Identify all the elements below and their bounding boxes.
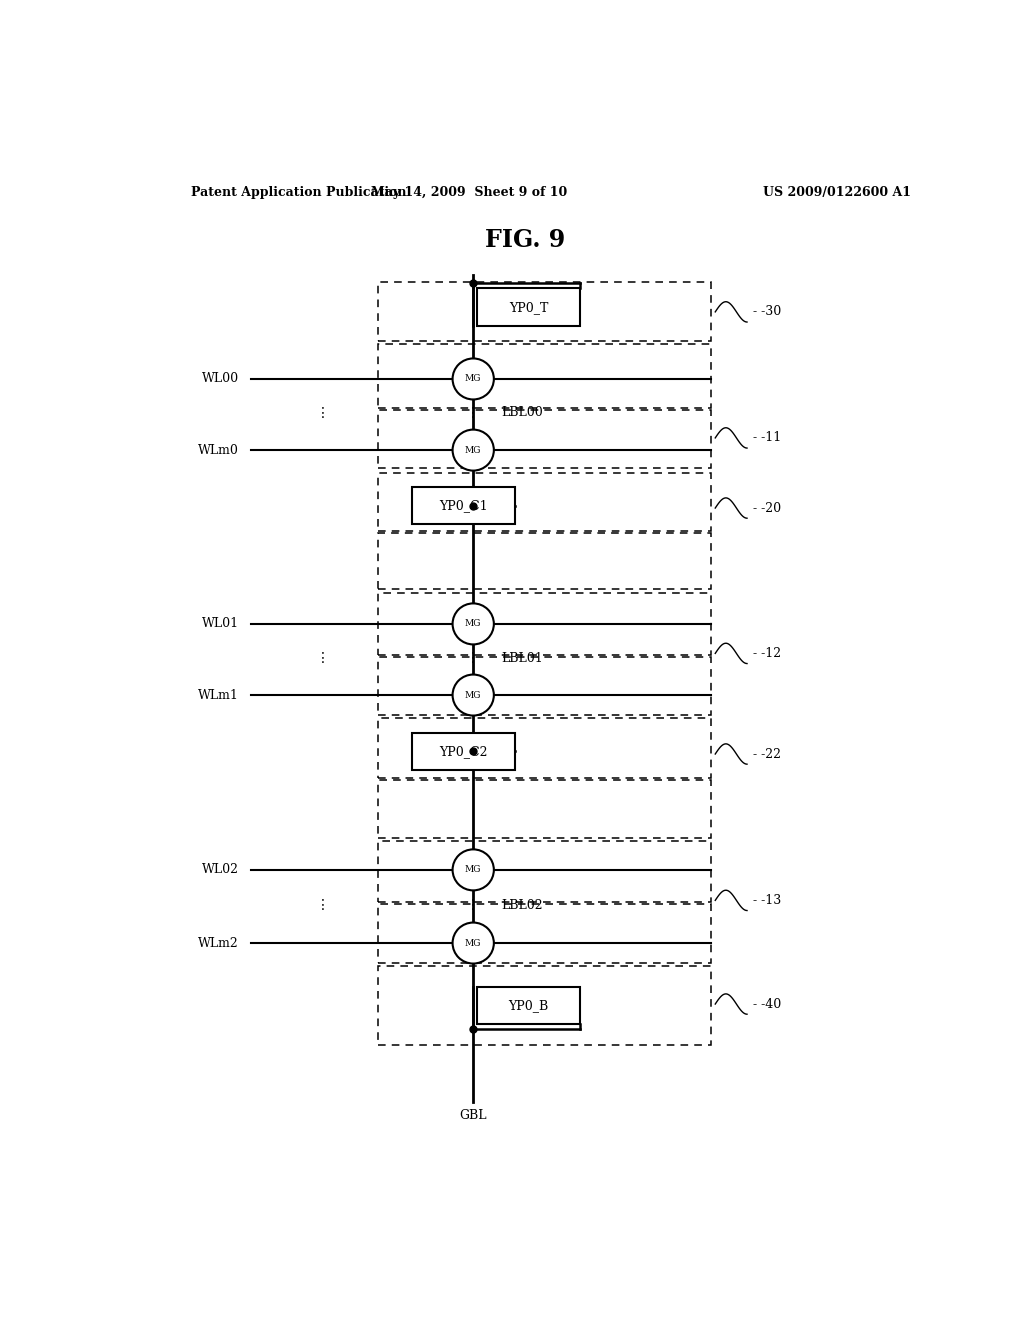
Ellipse shape [453, 849, 494, 891]
Text: ⋮: ⋮ [315, 652, 330, 665]
Text: MG: MG [465, 619, 481, 628]
Bar [378, 533, 712, 589]
Text: MG: MG [465, 446, 481, 454]
Bar [378, 657, 712, 715]
Text: - -12: - -12 [754, 647, 781, 660]
Text: WL02: WL02 [202, 863, 240, 876]
Text: YP0_C2: YP0_C2 [439, 744, 488, 758]
Ellipse shape [453, 429, 494, 471]
Text: YP0_B: YP0_B [509, 999, 549, 1012]
Bar [412, 487, 515, 524]
Text: ⋮: ⋮ [466, 652, 480, 665]
Text: YP0_C1: YP0_C1 [439, 499, 488, 512]
Text: US 2009/0122600 A1: US 2009/0122600 A1 [763, 186, 911, 199]
Bar [378, 718, 712, 779]
Text: - -20: - -20 [754, 502, 781, 515]
Bar [378, 594, 712, 656]
Text: MG: MG [465, 375, 481, 383]
Ellipse shape [453, 359, 494, 400]
Text: ⋮: ⋮ [466, 405, 480, 420]
Text: - -30: - -30 [754, 305, 781, 318]
Text: YP0_T: YP0_T [509, 301, 549, 314]
Bar [378, 474, 712, 532]
Text: LBL01: LBL01 [501, 652, 543, 665]
Bar [378, 411, 712, 469]
Bar [378, 282, 712, 342]
Bar [378, 841, 712, 903]
Text: FIG. 9: FIG. 9 [484, 228, 565, 252]
Text: MG: MG [465, 866, 481, 874]
Text: - -40: - -40 [754, 998, 781, 1011]
Text: WL01: WL01 [202, 618, 240, 631]
Bar [378, 904, 712, 964]
Text: WLm0: WLm0 [199, 444, 240, 457]
Text: GBL: GBL [460, 1109, 487, 1122]
Bar [378, 345, 712, 408]
Text: WLm1: WLm1 [199, 689, 240, 701]
Text: - -13: - -13 [754, 894, 781, 907]
Text: May 14, 2009  Sheet 9 of 10: May 14, 2009 Sheet 9 of 10 [371, 186, 567, 199]
Text: WL00: WL00 [202, 372, 240, 385]
Text: MG: MG [465, 690, 481, 700]
Ellipse shape [453, 675, 494, 715]
Text: ⋮: ⋮ [466, 899, 480, 912]
Ellipse shape [453, 923, 494, 964]
Text: - -22: - -22 [754, 747, 781, 760]
Text: LBL00: LBL00 [501, 407, 543, 418]
Text: WLm2: WLm2 [199, 937, 240, 949]
Text: MG: MG [465, 939, 481, 948]
Bar [477, 987, 581, 1024]
Text: LBL02: LBL02 [501, 899, 543, 912]
Ellipse shape [453, 603, 494, 644]
Bar [378, 966, 712, 1044]
Bar [412, 733, 515, 771]
Bar [477, 289, 581, 326]
Text: ⋮: ⋮ [315, 405, 330, 420]
Text: Patent Application Publication: Patent Application Publication [191, 186, 407, 199]
Bar [378, 780, 712, 838]
Text: ⋮: ⋮ [315, 899, 330, 912]
Text: - -11: - -11 [754, 432, 781, 445]
